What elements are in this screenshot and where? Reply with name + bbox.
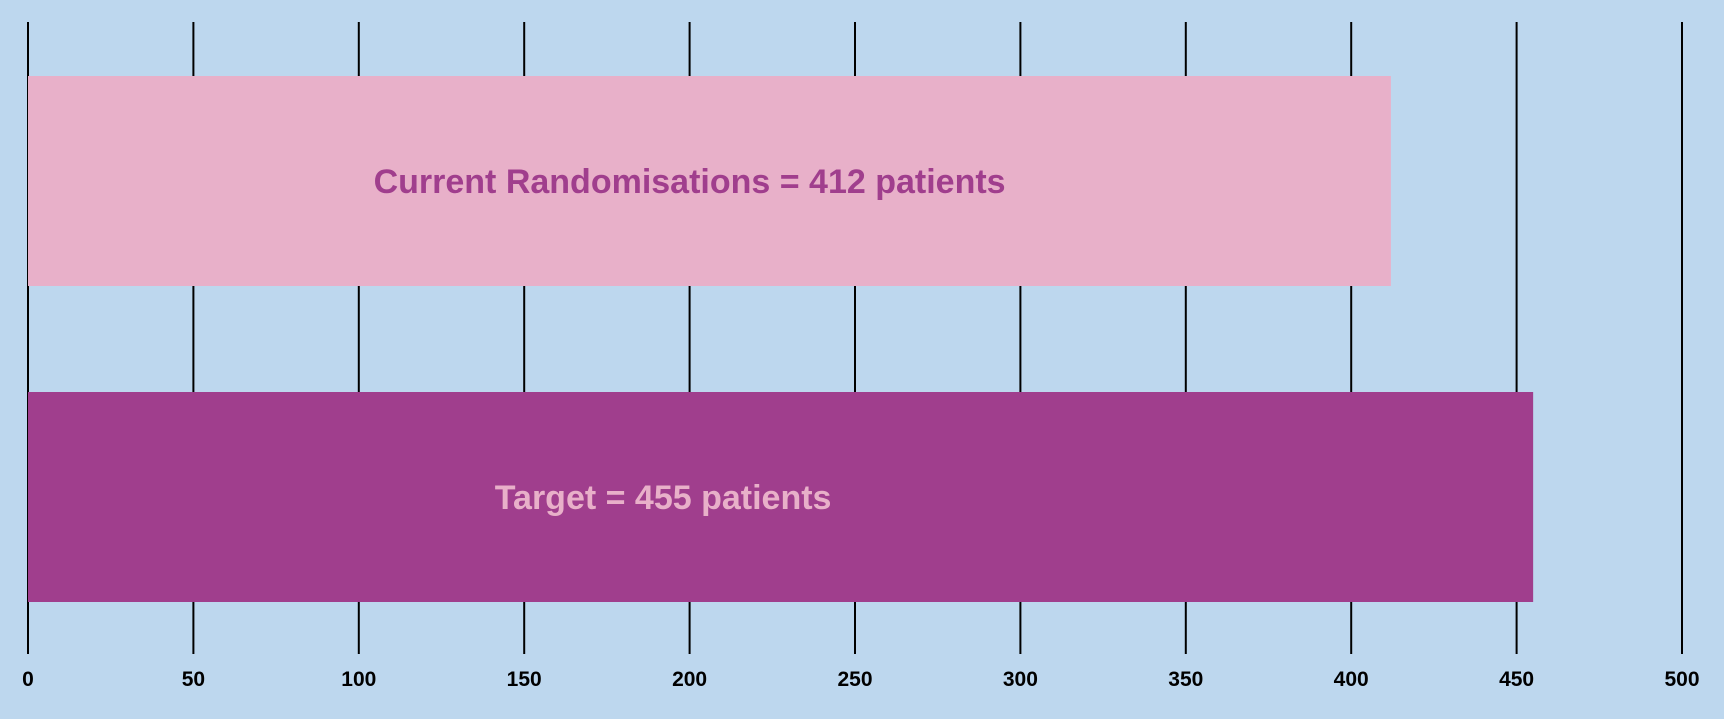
x-tick-label-250: 250 xyxy=(837,668,872,691)
bars xyxy=(28,76,1534,602)
x-tick-label-450: 450 xyxy=(1499,668,1534,691)
bar-label-target: Target = 455 patients xyxy=(495,479,832,517)
x-tick-label-300: 300 xyxy=(1003,668,1038,691)
bar-labels: Current Randomisations = 412 patients Tar… xyxy=(374,163,1006,517)
bar-current-randomisations xyxy=(28,76,1391,286)
x-tick-label-500: 500 xyxy=(1664,668,1699,691)
x-axis-tick-labels: 0 50 100 150 200 250 300 350 400 450 500 xyxy=(22,668,1699,691)
x-tick-label-100: 100 xyxy=(341,668,376,691)
x-tick-label-0: 0 xyxy=(22,668,34,691)
bar-target xyxy=(28,392,1534,602)
x-tick-label-50: 50 xyxy=(182,668,205,691)
x-tick-label-150: 150 xyxy=(507,668,542,691)
bar-label-current-randomisations: Current Randomisations = 412 patients xyxy=(374,163,1006,201)
x-tick-label-400: 400 xyxy=(1334,668,1369,691)
x-tick-label-350: 350 xyxy=(1168,668,1203,691)
x-tick-label-200: 200 xyxy=(672,668,707,691)
